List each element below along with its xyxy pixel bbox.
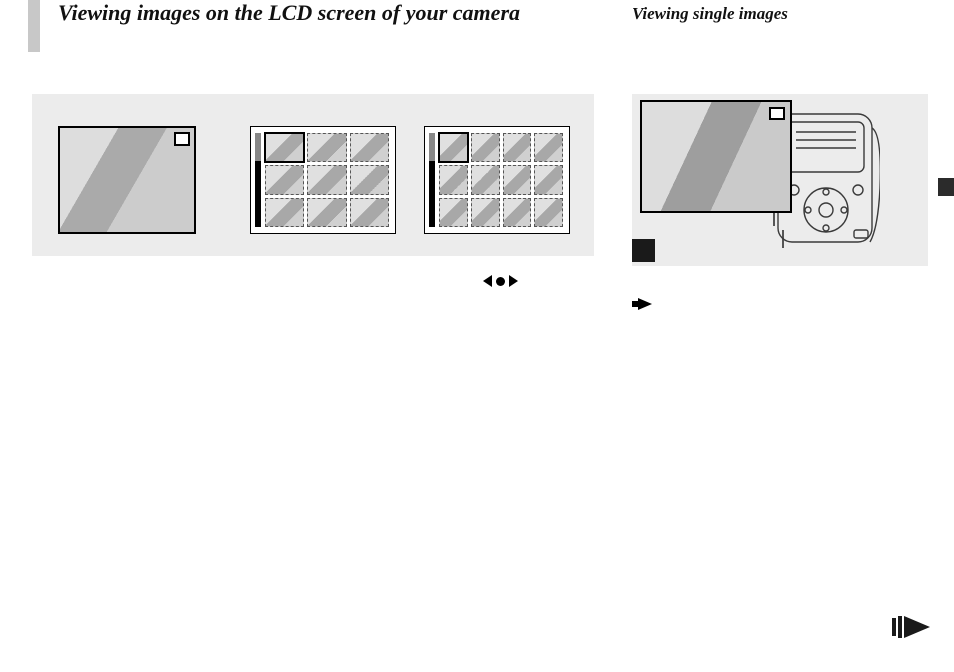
thumbnail: [503, 198, 532, 227]
thumbnail: [350, 133, 389, 162]
thumbnail: [534, 165, 563, 194]
playback-mode-icon: [769, 107, 785, 120]
thumbnail: [534, 133, 563, 162]
lcd-photo: [642, 102, 790, 211]
index-scrollbar: [255, 133, 261, 227]
manual-page: Viewing images on the LCD screen of your…: [0, 0, 954, 672]
single-image-screen: [58, 126, 196, 234]
thumbnail: [503, 133, 532, 162]
thumbnail: [307, 198, 346, 227]
page-title: Viewing images on the LCD screen of your…: [28, 0, 548, 26]
index-scrollbar: [429, 133, 435, 227]
nine-image-index-screen: [250, 126, 396, 234]
thumbnail-grid-9: [265, 133, 389, 227]
display-mode-toggle-icon: [470, 272, 530, 290]
thumbnail: [471, 198, 500, 227]
main-title-block: Viewing images on the LCD screen of your…: [28, 0, 548, 26]
chapter-side-tab: [938, 178, 954, 196]
thumbnail: [350, 165, 389, 194]
triangle-left-icon: [483, 275, 492, 287]
dot-icon: [496, 277, 505, 286]
section-title-block: Viewing single images: [632, 4, 932, 24]
thumbnail: [265, 165, 304, 194]
camera-lcd-screen: [640, 100, 792, 213]
thumbnail: [471, 133, 500, 162]
thumbnail: [503, 165, 532, 194]
triangle-right-icon: [509, 275, 518, 287]
thumbnail: [350, 198, 389, 227]
playback-mode-icon: [174, 132, 190, 146]
thumbnail: [307, 165, 346, 194]
continue-arrow-icon: [638, 298, 652, 310]
page-continued-icon: [892, 616, 930, 638]
twelve-image-index-screen: [424, 126, 570, 234]
thumbnail-grid-12: [439, 133, 563, 227]
thumbnail: [534, 198, 563, 227]
thumbnail: [439, 198, 468, 227]
step-number-box: [632, 239, 655, 262]
thumbnail: [307, 133, 346, 162]
thumbnail: [265, 133, 304, 162]
section-title: Viewing single images: [632, 4, 932, 24]
thumbnail: [471, 165, 500, 194]
thumbnail: [439, 165, 468, 194]
thumbnail: [439, 133, 468, 162]
thumbnail: [265, 198, 304, 227]
